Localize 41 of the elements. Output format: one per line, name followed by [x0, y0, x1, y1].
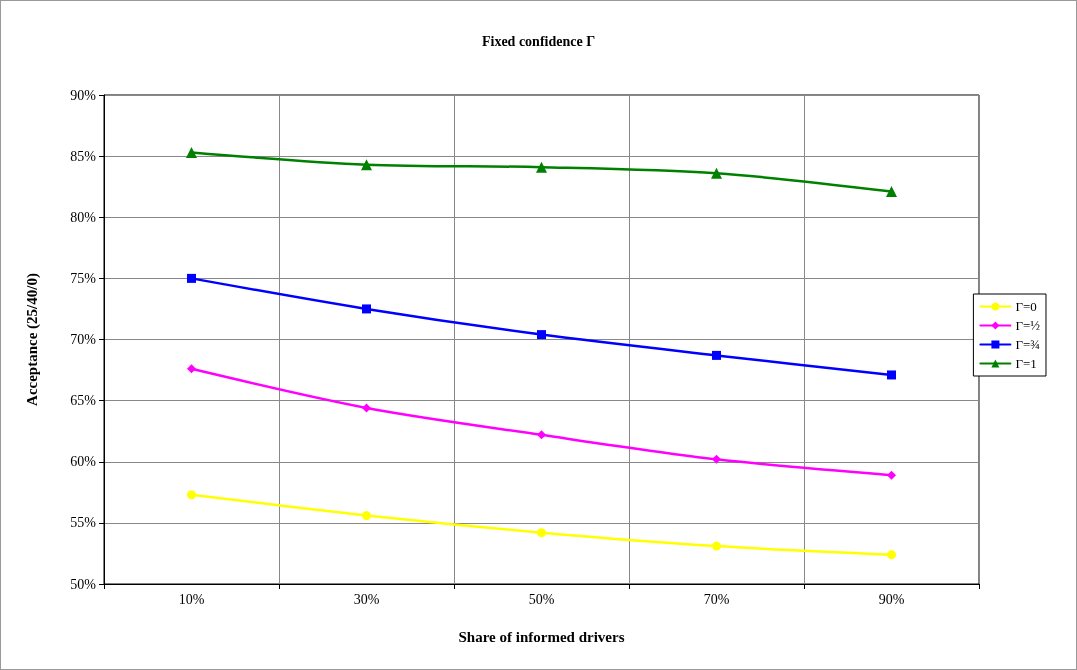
point — [186, 146, 197, 158]
x-tick-label: 90% — [878, 591, 905, 607]
point — [536, 161, 547, 173]
chart-title: Fixed confidence Γ — [481, 33, 596, 49]
legend-label: Γ=¾ — [1015, 337, 1041, 352]
x-tick-label: 10% — [178, 591, 205, 607]
point — [887, 550, 896, 560]
point — [187, 490, 196, 500]
point — [711, 167, 722, 179]
point — [362, 304, 371, 314]
legend-label: Γ=1 — [1015, 356, 1037, 371]
point — [361, 159, 372, 171]
point — [887, 470, 896, 480]
point — [887, 370, 896, 380]
point — [712, 454, 721, 464]
y-axis-title: Acceptance (25/40/0) — [23, 273, 41, 406]
y-tick-label: 50% — [70, 576, 97, 592]
point — [712, 350, 721, 360]
y-tick-label: 70% — [70, 332, 97, 347]
y-tick-label: 85% — [70, 148, 97, 164]
legend-label: Γ=0 — [1015, 299, 1037, 314]
point — [537, 430, 546, 440]
y-tick-label: 80% — [70, 209, 97, 225]
y-tick-label: 75% — [70, 270, 97, 286]
point — [362, 511, 371, 521]
point — [187, 273, 196, 283]
point — [537, 330, 546, 340]
y-tick-label: 90% — [70, 87, 97, 103]
point — [537, 528, 546, 538]
point — [362, 403, 371, 413]
point — [187, 364, 196, 374]
legend-label: Γ=½ — [1015, 318, 1041, 333]
y-tick-label: 65% — [70, 393, 97, 409]
x-axis-title: Share of informed drivers — [458, 628, 625, 645]
point — [886, 186, 897, 198]
x-tick-label: 30% — [353, 591, 380, 607]
point — [712, 541, 721, 551]
y-tick-label: 55% — [70, 515, 97, 531]
x-tick-label: 70% — [703, 591, 730, 607]
x-tick-label: 50% — [528, 591, 555, 607]
y-tick-label: 60% — [70, 454, 97, 470]
